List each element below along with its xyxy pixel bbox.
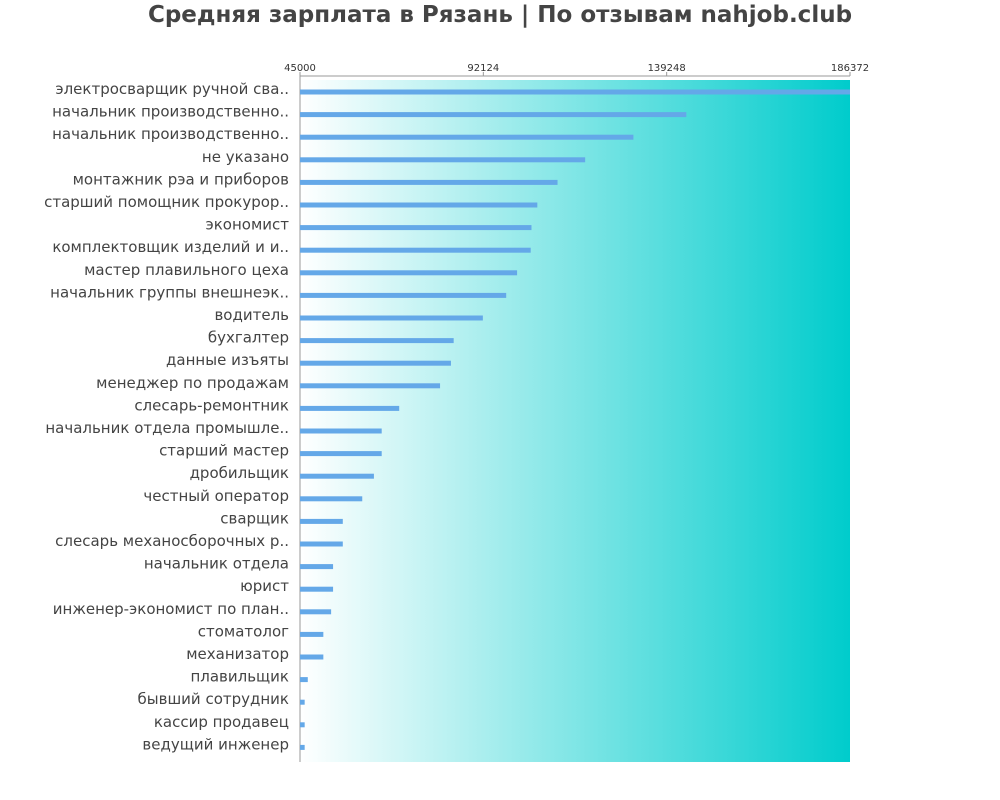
category-label: плавильщик: [190, 668, 289, 686]
category-label: комплектовщик изделий и и..: [52, 238, 289, 256]
chart-title: Средняя зарплата в Рязань | По отзывам n…: [147, 2, 853, 28]
x-tick-label: 45000: [284, 63, 316, 74]
bar: [300, 405, 400, 411]
bar: [300, 428, 382, 434]
bar: [300, 225, 532, 231]
bar: [300, 677, 308, 683]
bar: [300, 496, 363, 502]
bar: [300, 654, 324, 660]
category-label: начальник отдела промышле..: [45, 419, 289, 437]
category-label: кассир продавец: [154, 713, 289, 731]
category-label: бывший сотрудник: [138, 690, 289, 708]
category-label: монтажник рэа и приборов: [73, 170, 289, 188]
category-label: начальник производственно..: [52, 103, 289, 121]
bar: [300, 292, 507, 298]
bar: [300, 134, 634, 140]
category-label: механизатор: [186, 645, 289, 663]
bar: [300, 179, 558, 185]
bar: [300, 89, 850, 95]
plot-background: [300, 80, 850, 762]
category-label: старший помощник прокурор..: [44, 193, 289, 211]
x-tick-label: 139248: [648, 63, 686, 74]
bar: [300, 699, 305, 705]
bar: [300, 270, 518, 276]
bar: [300, 518, 343, 524]
x-tick-label: 186372: [831, 63, 869, 74]
category-label: не указано: [202, 148, 289, 166]
bar: [300, 112, 687, 118]
bar: [300, 541, 343, 547]
bar: [300, 744, 305, 750]
bar: [300, 722, 305, 728]
category-label: мастер плавильного цеха: [84, 261, 289, 279]
category-label: юрист: [240, 577, 289, 595]
category-label: слесарь-ремонтник: [134, 396, 289, 414]
category-label: дробильщик: [190, 464, 289, 482]
category-label: электросварщик ручной сва..: [55, 80, 289, 98]
category-label: сварщик: [220, 509, 289, 527]
bar: [300, 315, 483, 321]
category-label: водитель: [214, 306, 289, 324]
bar: [300, 473, 374, 479]
bar: [300, 360, 451, 366]
bar: [300, 247, 531, 253]
category-label: начальник производственно..: [52, 125, 289, 143]
category-label: данные изъяты: [166, 351, 289, 369]
bar: [300, 451, 382, 457]
category-label: честный оператор: [143, 487, 289, 505]
category-label: бухгалтер: [208, 329, 289, 347]
bar: [300, 631, 324, 637]
bar: [300, 586, 334, 592]
category-label: начальник группы внешнеэк..: [50, 283, 289, 301]
category-label: инженер-экономист по план..: [53, 600, 289, 618]
category-label: стоматолог: [198, 622, 289, 640]
bar: [300, 383, 441, 389]
category-label: старший мастер: [159, 442, 289, 460]
bar: [300, 564, 334, 570]
bar: [300, 157, 586, 163]
bar: [300, 202, 538, 208]
category-label: слесарь механосборочных р..: [55, 532, 289, 550]
category-label: ведущий инженер: [142, 735, 289, 753]
category-label: экономист: [205, 216, 289, 234]
category-label: начальник отдела: [144, 555, 289, 573]
x-tick-label: 92124: [467, 63, 499, 74]
bar: [300, 338, 454, 344]
bar: [300, 609, 332, 615]
category-label: менеджер по продажам: [96, 374, 289, 392]
